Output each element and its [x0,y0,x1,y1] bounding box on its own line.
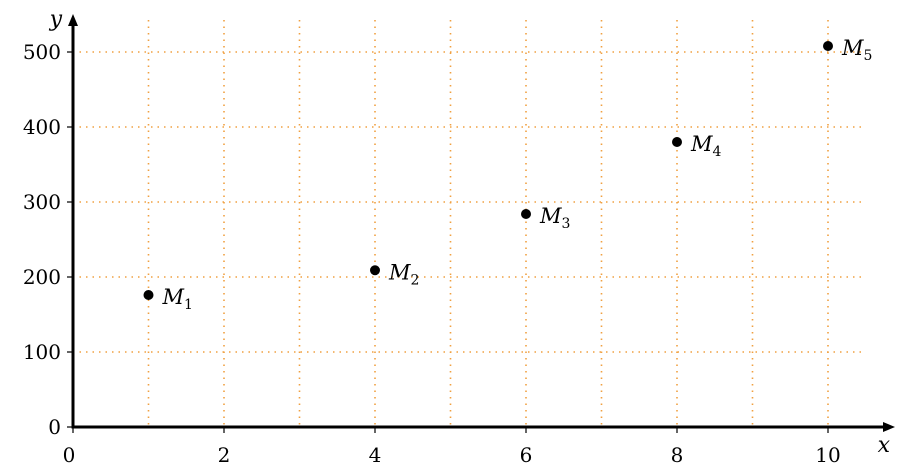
y-axis-label: y [49,7,63,32]
point-label-5: M5 [841,36,872,64]
data-point-1 [143,290,154,300]
x-axis-arrow [883,422,895,432]
data-points: M1 M2 M3 M4 M5 [143,36,872,313]
x-tick-label: 0 [63,443,76,467]
grid [73,20,862,427]
y-tick-label: 400 [23,115,61,139]
x-tick-label: 2 [218,443,231,467]
axes [68,14,895,432]
y-tick-label: 100 [23,340,61,364]
point-label-3: M3 [539,204,570,232]
data-point-4 [672,137,682,147]
y-axis-arrow [68,14,78,26]
y-tick-label: 200 [23,265,61,289]
data-point-3 [521,209,531,219]
y-tick-label: 0 [48,415,61,439]
x-axis-label: x [878,433,891,458]
point-label-2: M2 [388,260,419,288]
x-tick-label: 10 [815,443,840,467]
data-point-2 [370,265,380,276]
data-point-5 [823,41,833,51]
x-tick-label: 8 [671,443,684,467]
y-tick-label: 500 [23,40,61,64]
y-tick-label: 300 [23,190,61,214]
x-tick-label: 6 [520,443,533,467]
x-tick-label: 4 [369,443,382,467]
point-label-1: M1 [162,285,193,313]
point-label-4: M4 [690,132,722,160]
